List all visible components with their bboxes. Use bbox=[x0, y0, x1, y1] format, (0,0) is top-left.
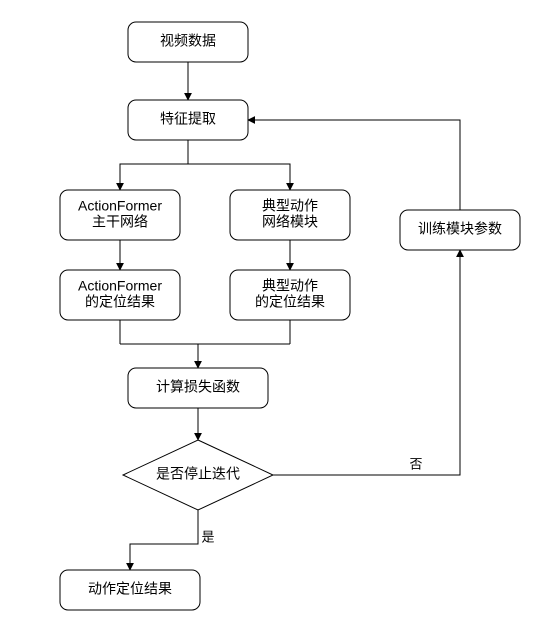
flowchart-canvas: 视频数据特征提取ActionFormer主干网络典型动作网络模块ActionFo… bbox=[0, 0, 554, 635]
node-label-n3a-0: ActionFormer bbox=[78, 198, 162, 214]
node-label-n5: 计算损失函数 bbox=[156, 379, 240, 395]
edge-e7 bbox=[130, 510, 198, 570]
node-label-n4b-1: 的定位结果 bbox=[255, 294, 325, 310]
node-label-n7: 动作定位结果 bbox=[88, 581, 172, 597]
node-label-n4a-1: 的定位结果 bbox=[85, 294, 155, 310]
node-label-n3b-1: 网络模块 bbox=[262, 214, 318, 230]
edge-label-e8: 否 bbox=[409, 456, 422, 471]
node-label-n1: 视频数据 bbox=[160, 33, 216, 49]
edge-label-e7: 是 bbox=[201, 529, 214, 544]
edge-e2b bbox=[188, 164, 290, 190]
node-label-n3a-1: 主干网络 bbox=[92, 214, 148, 230]
node-label-n4b-0: 典型动作 bbox=[262, 278, 318, 294]
node-label-n3b-0: 典型动作 bbox=[262, 198, 318, 214]
node-label-n8: 训练模块参数 bbox=[418, 221, 502, 237]
node-label-n4a-0: ActionFormer bbox=[78, 278, 162, 294]
node-label-n6: 是否停止迭代 bbox=[156, 466, 240, 482]
edge-e2a bbox=[120, 164, 188, 190]
node-label-n2: 特征提取 bbox=[160, 111, 216, 127]
